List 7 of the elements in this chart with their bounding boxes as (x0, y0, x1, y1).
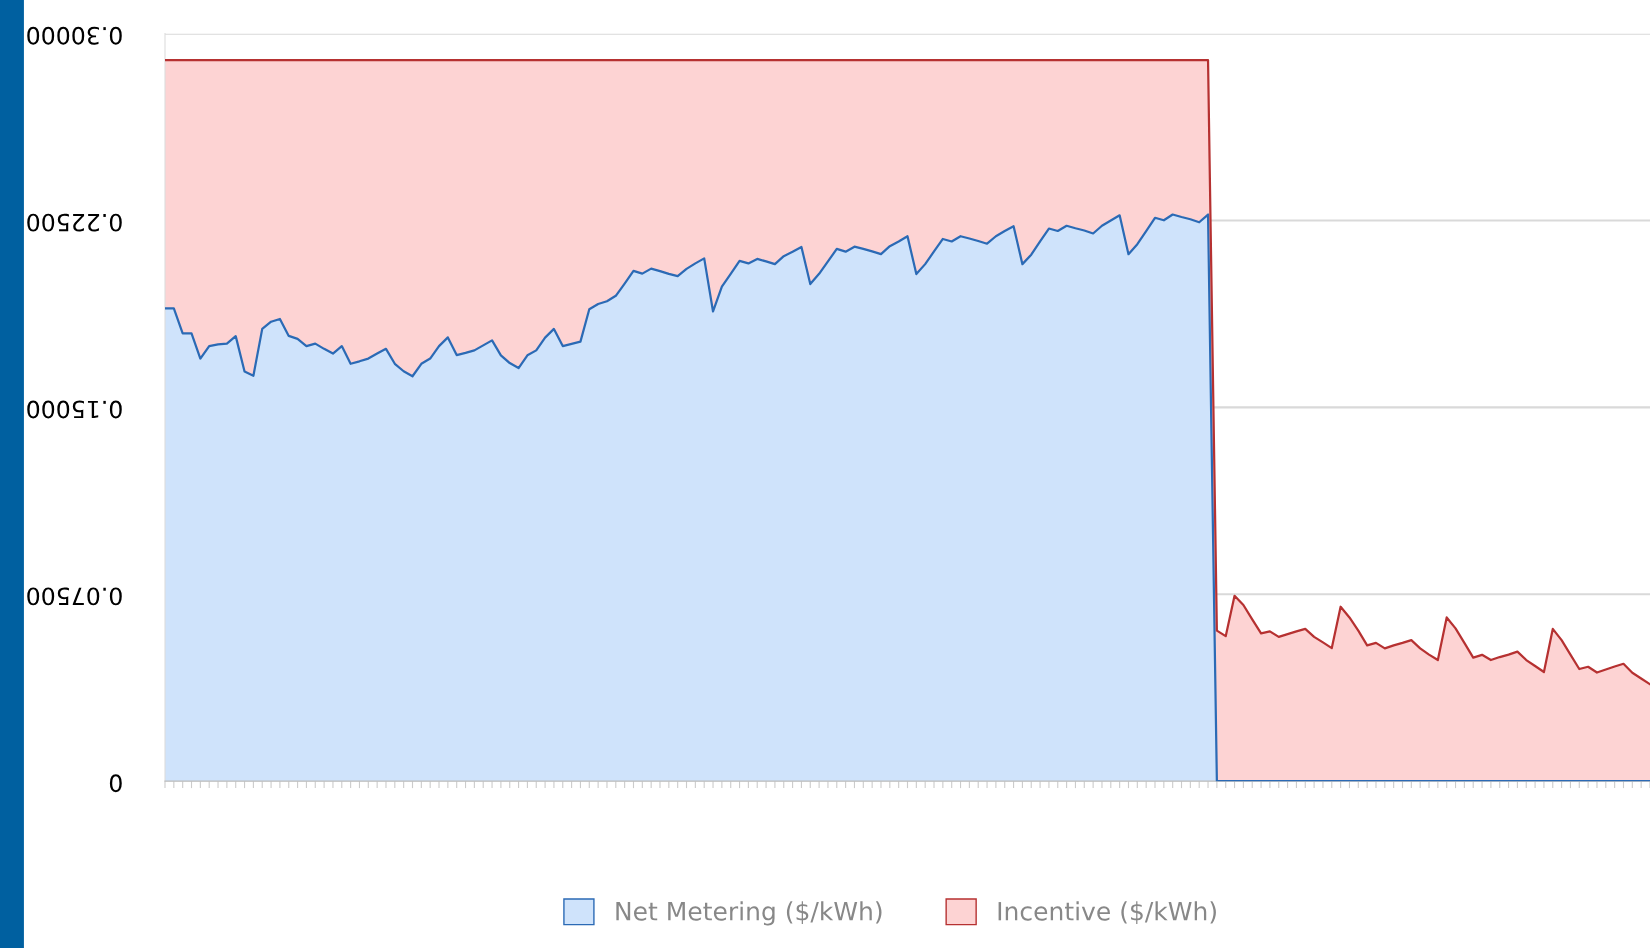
y-tick-label: 0.22500 (27, 213, 122, 232)
y-tick-label: 0.07500 (27, 587, 122, 606)
legend-label: Incentive ($/kWh) (998, 901, 1216, 924)
y-tick-label: 0 (109, 774, 122, 793)
y-tick-label: 0.30000 (27, 26, 122, 45)
legend-label: Net Metering ($/kWh) (616, 901, 882, 926)
y-tick-label: 0.15000 (27, 400, 122, 419)
